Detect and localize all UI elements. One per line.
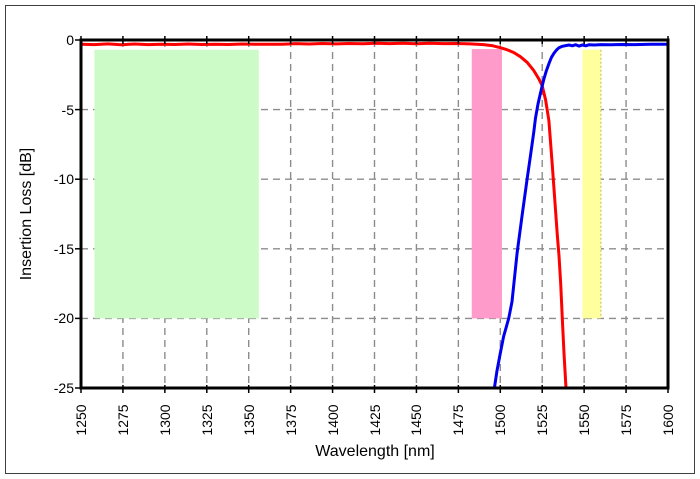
x-tick-label: 1250 — [73, 404, 89, 436]
blue-curve — [492, 42, 668, 388]
x-axis-title: Wavelength [nm] — [315, 443, 435, 460]
series-curves — [81, 41, 668, 388]
x-tick-label: 1425 — [366, 404, 383, 436]
x-tick-label: 1500 — [492, 404, 509, 436]
y-tick-label: -5 — [61, 101, 74, 118]
x-tick-label: 1300 — [156, 404, 173, 436]
y-axis-title: Insertion Loss [dB] — [18, 147, 35, 281]
y-tick-label: 0 — [66, 32, 74, 48]
tick-marks — [75, 36, 669, 393]
x-tick-label: 1350 — [240, 404, 257, 436]
band-regions — [94, 49, 602, 319]
x-tick-label: 1275 — [114, 404, 131, 436]
x-tick-label: 1525 — [534, 404, 551, 436]
y-tick-label: -20 — [53, 310, 74, 327]
region-green-band — [94, 49, 259, 319]
x-tick-label: 1550 — [576, 404, 593, 436]
y-tick-label: -25 — [53, 380, 74, 396]
x-tick-label: 1600 — [660, 404, 676, 436]
region-pink-band — [471, 49, 502, 319]
region-yellow-band — [582, 49, 601, 319]
x-tick-label: 1375 — [282, 404, 299, 436]
red-curve — [81, 41, 568, 388]
x-tick-label: 1450 — [408, 404, 425, 436]
x-tick-label: 1325 — [198, 404, 215, 436]
x-tick-label: 1575 — [618, 404, 635, 436]
y-tick-label: -15 — [53, 240, 74, 257]
x-tick-label: 1400 — [324, 404, 341, 436]
x-tick-label: 1475 — [450, 404, 467, 436]
y-tick-label: -10 — [53, 171, 74, 188]
